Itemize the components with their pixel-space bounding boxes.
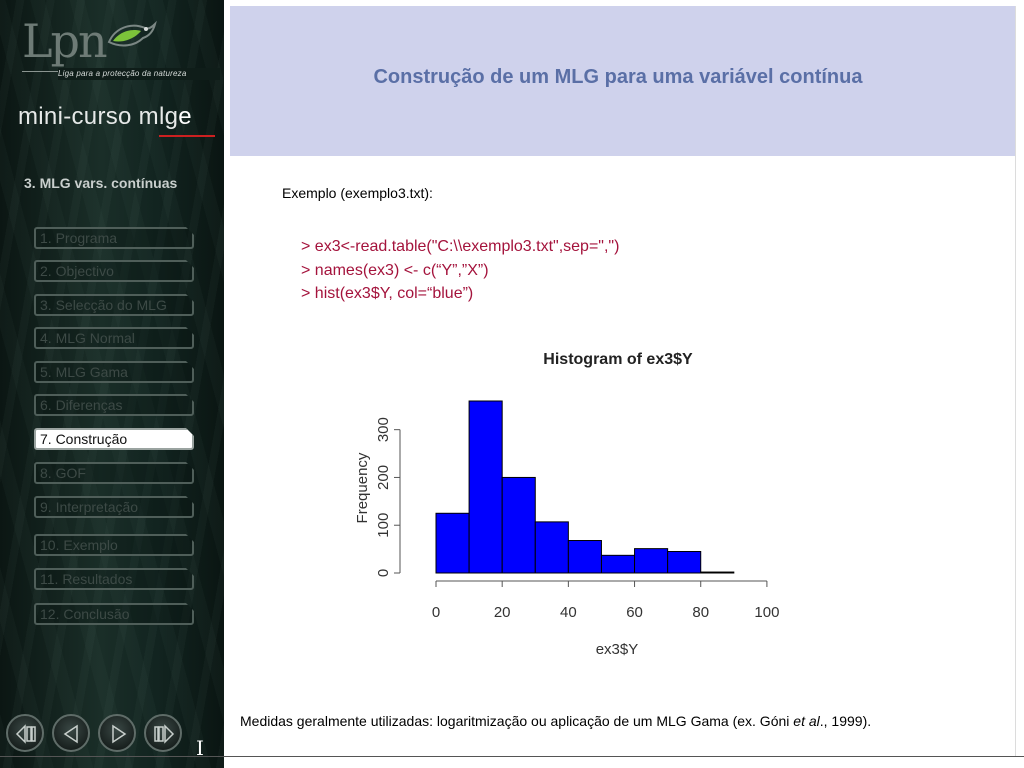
logo-tagline: Liga para a protecção da natureza	[58, 68, 220, 80]
header-band	[230, 6, 1015, 156]
y-tick-label: 300	[375, 417, 392, 442]
histogram-bar-50-60	[600, 554, 636, 574]
code-line-hist: > hist(ex3$Y, col=“blue”)	[301, 285, 474, 302]
sidebar-item-construcao[interactable]: 7. Construção	[34, 428, 194, 450]
bottom-rule	[0, 756, 1024, 757]
x-tick-label: 80	[692, 604, 709, 621]
sidebar-item-objectivo[interactable]: 2. Objectivo	[34, 260, 194, 282]
sidebar-item-mlg-normal[interactable]: 4. MLG Normal	[34, 327, 194, 349]
course-title-prefix: mini-curso	[18, 103, 139, 130]
next-icon	[112, 724, 127, 744]
previous-slide-button[interactable]	[52, 714, 90, 752]
sidebar-item-mlg-gama[interactable]: 5. MLG Gama	[34, 361, 194, 383]
histogram-bar-20-30	[501, 476, 536, 574]
histogram-bar-40-50	[567, 540, 602, 574]
sidebar-item-diferencas[interactable]: 6. Diferenças	[34, 394, 194, 416]
x-tick-label: 0	[432, 604, 440, 621]
first-icon	[15, 724, 36, 744]
histogram-bar-10-20	[468, 400, 503, 574]
course-title-underline	[159, 135, 215, 137]
page-indicator: I	[196, 736, 204, 760]
chart-ylabel: Frequency	[354, 452, 371, 523]
slide-title: Construção de um MLG para uma variável c…	[373, 66, 863, 88]
last-icon	[154, 724, 175, 744]
course-title-mid: mlg	[138, 103, 179, 130]
bottom-note-suffix: ., 1999).	[819, 713, 872, 729]
histogram-bar-70-80	[667, 551, 702, 574]
x-tick-label: 40	[560, 604, 577, 621]
previous-icon	[63, 724, 78, 744]
sidebar: Lpn Liga para a protecção da natureza mi…	[0, 0, 224, 768]
bottom-note-text: Medidas geralmente utilizadas: logaritmi…	[240, 713, 794, 729]
sidebar-item-gof[interactable]: 8. GOF	[34, 462, 194, 484]
bird-logo-icon	[107, 20, 157, 47]
chart-title: Histogram of ex3$Y	[543, 351, 693, 368]
histogram-bar-30-40	[534, 521, 569, 574]
x-tick-label: 100	[754, 604, 779, 621]
next-slide-button[interactable]	[98, 714, 136, 752]
section-heading: 3. MLG vars. contínuas	[24, 175, 178, 191]
histogram-bar-60-70	[634, 548, 669, 574]
last-slide-button[interactable]	[144, 714, 182, 752]
bottom-note-italic: et al	[793, 713, 820, 729]
first-slide-button[interactable]	[6, 714, 44, 752]
slide-border	[1015, 6, 1016, 756]
y-tick-label: 0	[375, 569, 392, 577]
course-title-end: e	[178, 103, 192, 130]
x-tick-label: 20	[494, 604, 511, 621]
example-label: Exemplo (exemplo3.txt):	[282, 185, 433, 201]
bottom-note: Medidas geralmente utilizadas: logaritmi…	[240, 713, 871, 729]
sidebar-item-programa[interactable]: 1. Programa	[34, 227, 194, 249]
histogram-bar-0-10	[435, 512, 470, 574]
course-title: mini-curso mlge	[18, 103, 192, 131]
sidebar-item-conclusao[interactable]: 12. Conclusão	[34, 603, 194, 625]
histogram-chart: Histogram of ex3$Y Frequency ex3$Y 0 20 40…	[354, 351, 779, 658]
chart-xlabel: ex3$Y	[596, 641, 639, 658]
sidebar-item-resultados[interactable]: 11. Resultados	[34, 568, 194, 590]
sidebar-item-interpretacao[interactable]: 9. Interpretação	[34, 496, 194, 518]
x-tick-label: 60	[626, 604, 643, 621]
histogram-bar-80-90	[700, 571, 735, 574]
logo: Lpn	[22, 14, 108, 68]
y-tick-label: 200	[375, 465, 392, 490]
sidebar-item-exemplo[interactable]: 10. Exemplo	[34, 534, 194, 556]
sidebar-item-seleccao[interactable]: 3. Selecção do MLG	[34, 294, 194, 316]
sidebar-edge	[224, 0, 230, 768]
y-tick-label: 100	[375, 513, 392, 538]
code-line-names: > names(ex3) <- c(“Y”,”X”)	[301, 262, 489, 279]
code-line-read-table: > ex3<-read.table("C:\\exemplo3.txt",sep…	[301, 238, 620, 255]
